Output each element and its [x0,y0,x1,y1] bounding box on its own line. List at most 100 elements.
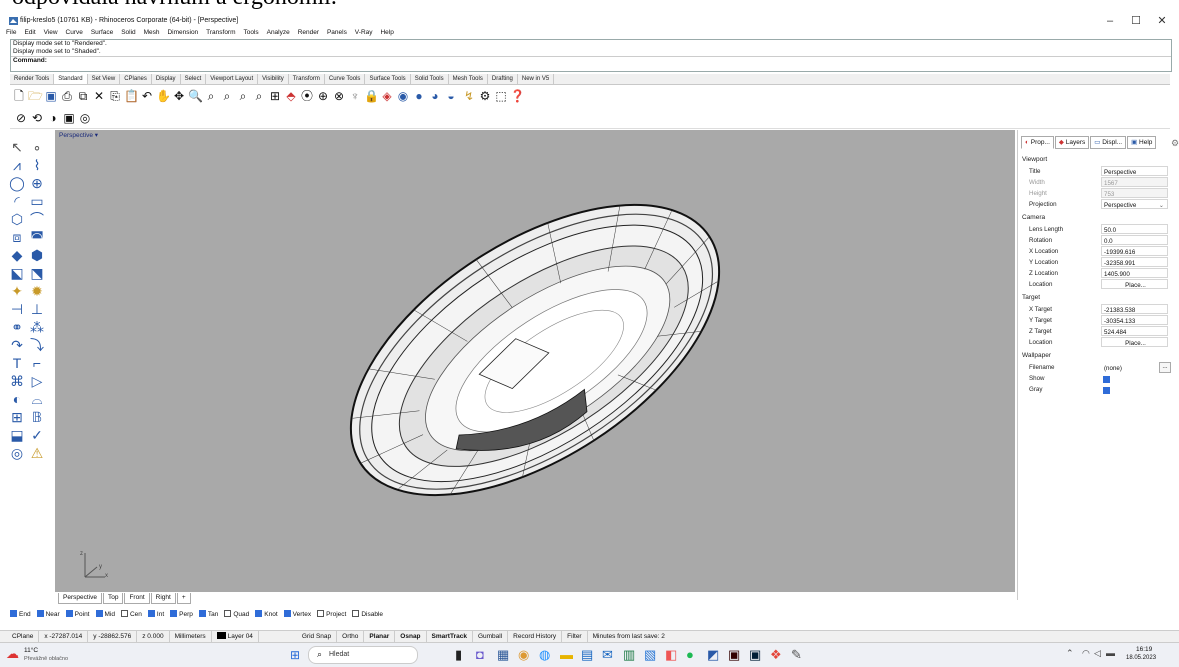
tab-viewport-layout[interactable]: Viewport Layout [206,74,259,84]
tray-chevron-icon[interactable]: ⌃ [1066,648,1074,658]
tab-layers[interactable]: ◆ Layers [1054,136,1090,149]
camera-place-button[interactable]: Place... [1101,279,1168,289]
rectangle-icon[interactable]: ▭ [30,193,44,209]
paste-icon[interactable]: 📋 [124,89,139,103]
wallpaper-filename-field[interactable]: (none) [1101,362,1155,372]
outlook-icon[interactable]: ▧ [644,647,657,662]
arc-icon[interactable]: ◜ [14,193,20,209]
ghost-icon[interactable]: ◕ [431,89,439,103]
xray-icon[interactable]: ◒ [447,89,455,103]
panel-settings-icon[interactable]: ⚙ [1171,138,1179,148]
select-icon[interactable]: ⦿ [300,89,313,103]
weather-desc[interactable]: Převážně oblačno [24,656,69,662]
menu-file[interactable]: File [6,29,17,36]
perspective-viewport[interactable]: Perspective ▾ [55,130,1015,592]
add-viewport-button[interactable]: + [176,593,191,604]
wifi-icon[interactable]: ◠ [1082,648,1090,658]
status-units[interactable]: Millimeters [170,631,212,643]
osnap-cen[interactable]: Cen [120,609,142,620]
mail-icon[interactable]: ✉ [602,647,613,662]
tab-render-tools[interactable]: Render Tools [10,74,55,84]
prop-z-target-field[interactable]: 524.484 [1101,326,1168,336]
help-icon[interactable]: ❓ [510,89,525,103]
minimize-button[interactable]: – [1106,15,1114,27]
tab-surface-tools[interactable]: Surface Tools [365,74,411,84]
toggle-osnap[interactable]: Osnap [395,631,427,643]
material-icon[interactable]: ◈ [382,89,392,103]
toggle-record-history[interactable]: Record History [508,631,563,643]
tab-mesh-tools[interactable]: Mesh Tools [449,74,488,84]
tab-drafting[interactable]: Drafting [488,74,518,84]
office-icon[interactable]: ◧ [665,647,678,662]
zoom-selected-icon[interactable]: ⌕ [239,89,247,103]
explode-icon[interactable]: ✹ [31,283,43,299]
tab-visibility[interactable]: Visibility [258,74,289,84]
toggle-filter[interactable]: Filter [562,631,588,643]
battery-icon[interactable]: ▬ [1106,648,1115,658]
menu-curve[interactable]: Curve [65,29,83,36]
menu-tools[interactable]: Tools [243,29,259,36]
zoom-window-icon[interactable]: ⌕ [207,89,215,103]
osnap-perp[interactable]: Perp [170,609,193,620]
osnap-disable[interactable]: Disable [352,609,383,620]
command-area[interactable]: Display mode set to "Rendered". Display … [10,39,1172,72]
word-icon[interactable]: ▦ [497,647,510,662]
boolean-icon[interactable]: ✦ [11,283,23,299]
measure-icon[interactable]: ⌓ [31,391,43,407]
zoom-all-icon[interactable]: ⌕ [255,89,263,103]
excel-icon[interactable]: ▥ [623,647,636,662]
taskbar-search[interactable]: ⌕ Hledat [308,646,418,664]
tab-curve-tools[interactable]: Curve Tools [325,74,366,84]
rotate-icon[interactable]: ⟲ [31,111,43,125]
prop-y-target-field[interactable]: -30354.133 [1101,315,1168,325]
teams-icon[interactable]: ◘ [476,647,484,662]
undo-icon[interactable]: ↶ [141,89,153,103]
menu-transform[interactable]: Transform [206,29,236,36]
tab-cplanes[interactable]: CPlanes [120,74,152,84]
osnap-project[interactable]: Project [317,609,346,620]
edit-points-icon[interactable]: ⬓ [10,427,24,443]
point-icon[interactable]: ∘ [32,139,42,155]
dimension-icon[interactable]: ↯ [463,89,475,103]
menu-mesh[interactable]: Mesh [143,29,160,36]
weather-temp[interactable]: 11°C [24,647,39,654]
toggle-smarttrack[interactable]: SmartTrack [427,631,473,643]
osnap-mid[interactable]: Mid [95,609,115,620]
rhino-taskbar-icon[interactable]: ◩ [707,647,720,662]
illustrator-icon[interactable]: ▣ [728,647,741,662]
app-icon[interactable]: ❖ [770,647,782,662]
prop-y-location-field[interactable]: -32358.991 [1101,257,1168,267]
tab-perspective[interactable]: Perspective [58,593,102,604]
dimension-tool-icon[interactable]: ⌐ [32,355,42,371]
options-icon[interactable]: ⚙ [479,89,491,103]
polygon-icon[interactable]: ⬡ [10,211,24,227]
volume-icon[interactable]: ◁ [1094,648,1101,658]
toggle-ortho[interactable]: Ortho [337,631,365,643]
shade-icon[interactable]: ● [415,89,423,103]
menu-vray[interactable]: V-Ray [354,29,373,36]
solid-icon[interactable]: ◆ [11,247,23,263]
osnap-vertex[interactable]: Vertex [283,609,311,620]
menu-panels[interactable]: Panels [326,29,347,36]
curve-icon[interactable]: ⌇ [33,157,41,173]
prop-z-location-field[interactable]: 1405.900 [1101,268,1168,278]
tab-properties[interactable]: ◐ Prop... [1021,136,1054,149]
menu-render[interactable]: Render [297,29,320,36]
copy-icon[interactable]: ⎘ [110,89,120,103]
prop-rotation-field[interactable]: 0.0 [1101,235,1168,245]
tab-help[interactable]: ▣ Help [1127,136,1157,149]
snap-icon[interactable]: ⊗ [333,89,345,103]
osnap-knot[interactable]: Knot [255,609,278,620]
prop-x-location-field[interactable]: -19399.616 [1101,246,1168,256]
grid-icon[interactable]: ⊕ [317,89,329,103]
osnap-tan[interactable]: Tan [198,609,218,620]
prop-title-field[interactable]: Perspective [1101,166,1168,176]
split-icon[interactable]: ⊥ [30,301,44,317]
layer-tool-icon[interactable]: 𝔹 [31,409,43,425]
offset-icon[interactable]: ⧈ [12,229,22,245]
prop-lens-length-field[interactable]: 50.0 [1101,224,1168,234]
osnap-quad[interactable]: Quad [224,609,249,620]
sphere-icon[interactable]: ⬢ [30,247,44,263]
cut-icon[interactable]: ✕ [93,89,105,103]
extrude-icon[interactable]: ⬔ [30,265,44,281]
